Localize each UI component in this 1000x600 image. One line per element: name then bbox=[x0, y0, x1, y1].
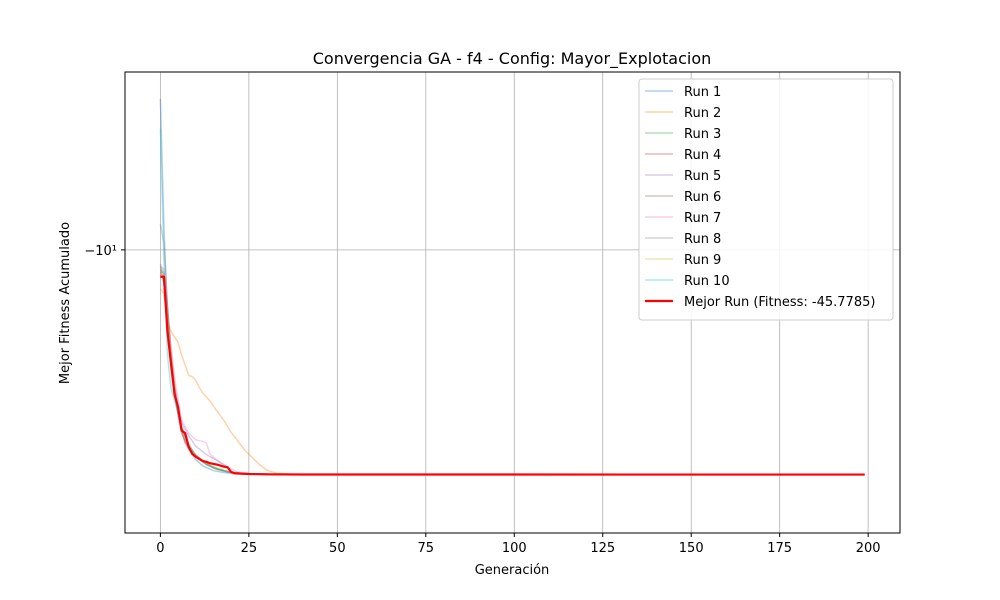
axes-frame bbox=[124, 71, 901, 534]
legend-label: Run 1 bbox=[684, 85, 721, 100]
x-tick-label: 175 bbox=[767, 541, 792, 556]
legend-label: Mejor Run (Fitness: -45.7785) bbox=[684, 295, 875, 310]
chart-title: Convergencia GA - f4 - Config: Mayor_Exp… bbox=[313, 49, 712, 69]
x-tick-label: 200 bbox=[856, 541, 881, 556]
y-tick-label: −10¹ bbox=[84, 244, 117, 259]
x-tick-label: 0 bbox=[156, 541, 164, 556]
legend-label: Run 6 bbox=[684, 190, 721, 205]
legend-box bbox=[638, 78, 894, 321]
series-line-best-run bbox=[160, 275, 865, 476]
x-tick-label: 150 bbox=[679, 541, 704, 556]
series-line-run-7 bbox=[159, 265, 865, 476]
legend-label: Run 3 bbox=[684, 127, 721, 142]
x-tick-label: 125 bbox=[590, 541, 615, 556]
y-axis-label: Mejor Fitness Acumulado bbox=[58, 222, 73, 384]
series-group bbox=[159, 98, 865, 476]
legend-label: Run 10 bbox=[684, 274, 730, 289]
legend-label: Run 8 bbox=[684, 232, 721, 247]
legend-label: Run 2 bbox=[684, 106, 721, 121]
legend-label: Run 5 bbox=[684, 169, 721, 184]
x-tick-label: 75 bbox=[418, 541, 435, 556]
x-tick-label: 100 bbox=[502, 541, 527, 556]
legend: Run 1 Run 2 Run 3 Run 4 Run 5 Run 6 Run 7 Run 8… bbox=[638, 78, 894, 321]
x-axis-ticks: 0 25 50 75 100 125 150 175 200 bbox=[156, 533, 881, 556]
x-axis-label: Generación bbox=[475, 563, 550, 578]
y-axis-ticks: −10¹ bbox=[84, 244, 125, 259]
series-line-run-2 bbox=[159, 288, 865, 476]
legend-label: Run 4 bbox=[684, 148, 721, 163]
x-tick-label: 25 bbox=[241, 541, 258, 556]
x-tick-label: 50 bbox=[329, 541, 346, 556]
legend-label: Run 9 bbox=[684, 253, 721, 268]
legend-label: Run 7 bbox=[684, 211, 721, 226]
